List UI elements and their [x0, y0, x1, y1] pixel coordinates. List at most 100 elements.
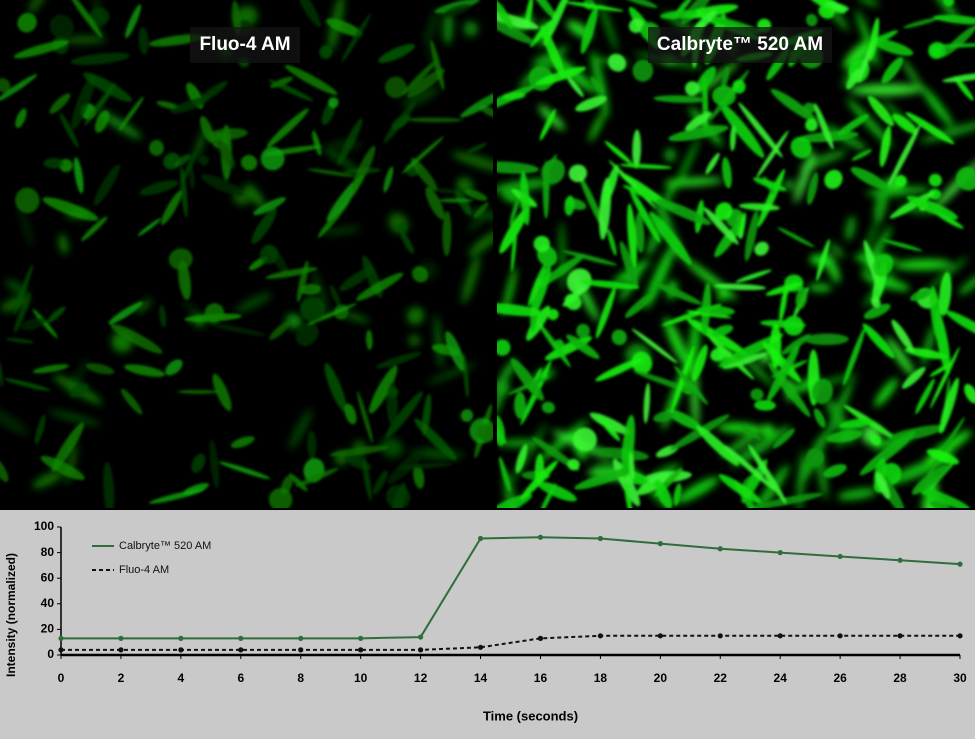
cell [178, 260, 191, 301]
cell [408, 334, 421, 347]
point [717, 633, 723, 639]
point [477, 535, 484, 542]
cell [340, 312, 371, 323]
point [298, 635, 304, 641]
cell [384, 76, 407, 99]
cell [34, 414, 46, 445]
cell [380, 437, 403, 458]
cell [779, 287, 788, 322]
cell [0, 78, 11, 93]
cell [956, 167, 975, 191]
cell [413, 464, 425, 489]
cell [574, 467, 632, 490]
cell [376, 351, 422, 369]
x-tick-label: 6 [237, 671, 244, 685]
cell [269, 320, 291, 340]
cell [814, 103, 834, 150]
cell [497, 303, 544, 317]
cell [365, 329, 373, 350]
cell [670, 345, 695, 414]
cell [926, 449, 960, 465]
cell [938, 271, 952, 316]
cell [149, 139, 164, 156]
point [298, 647, 304, 653]
cell [754, 241, 769, 256]
cell [824, 169, 843, 189]
cell [795, 287, 808, 310]
cell [443, 11, 453, 45]
cell [442, 210, 452, 257]
x-tick-label: 24 [774, 671, 788, 685]
cell [288, 473, 308, 492]
cell [235, 292, 272, 313]
point [777, 633, 783, 639]
point [837, 553, 843, 560]
x-tick-label: 22 [714, 671, 728, 685]
cell [268, 487, 293, 508]
label-box [648, 27, 832, 63]
panel-label: Calbryte™ 520 AM [657, 34, 823, 55]
cell [541, 158, 565, 185]
cell [165, 359, 183, 376]
cell [49, 14, 74, 39]
cell [722, 352, 768, 369]
cell [400, 230, 414, 254]
cell [103, 461, 115, 508]
x-tick-label: 28 [893, 671, 907, 685]
y-tick-label: 60 [41, 570, 55, 584]
cell [537, 321, 571, 368]
cell [120, 388, 143, 415]
cell [722, 157, 732, 189]
cell [851, 149, 873, 161]
cell [649, 211, 692, 266]
cell [842, 327, 866, 386]
cell [138, 26, 149, 55]
point [358, 647, 364, 653]
cell [430, 39, 445, 91]
cell [527, 0, 558, 21]
x-tick-label: 2 [118, 671, 125, 685]
cell [772, 428, 795, 449]
cell [631, 328, 678, 364]
cell [881, 57, 904, 84]
y-tick-label: 20 [41, 622, 55, 636]
cell [6, 338, 35, 344]
cell [567, 458, 580, 471]
point [657, 541, 663, 547]
point [238, 647, 244, 653]
cell [828, 242, 845, 259]
label-box [190, 27, 300, 63]
cell [362, 456, 372, 501]
cell [533, 235, 551, 253]
cell [387, 387, 399, 398]
cell [903, 17, 940, 29]
cell [397, 222, 408, 233]
cell [692, 344, 708, 382]
y-tick-label: 100 [34, 519, 54, 533]
cell [0, 73, 38, 103]
cell [339, 266, 375, 292]
cell [204, 303, 225, 323]
cell [867, 95, 894, 127]
cell [497, 18, 535, 45]
cell [207, 128, 248, 141]
cell [28, 0, 47, 14]
cell [0, 296, 29, 312]
cell [191, 453, 206, 473]
cell [58, 233, 69, 255]
cell [497, 84, 537, 116]
cell [566, 268, 592, 294]
cell [410, 157, 438, 191]
cell [673, 365, 709, 406]
cell [442, 4, 471, 17]
legend-label: Fluo-4 AM [119, 564, 169, 576]
cell [460, 88, 493, 118]
cell [572, 427, 597, 452]
point [418, 647, 424, 653]
cell [904, 347, 948, 360]
cell [894, 259, 953, 271]
cell [595, 286, 616, 339]
y-tick-label: 0 [47, 647, 54, 661]
cell [744, 210, 759, 262]
cell [407, 68, 445, 98]
